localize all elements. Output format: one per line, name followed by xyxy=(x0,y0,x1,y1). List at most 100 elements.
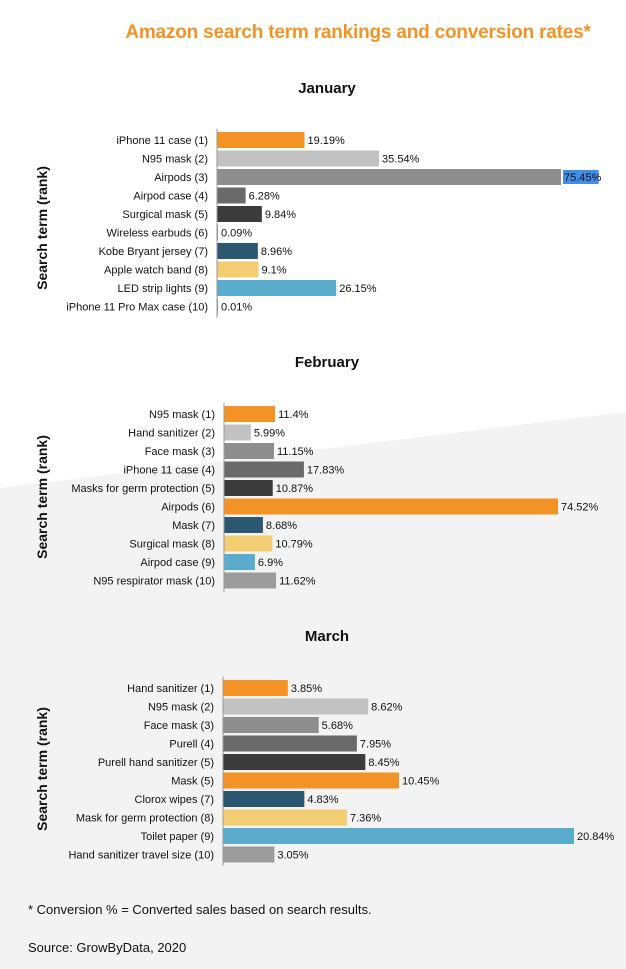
category-label: N95 mask (2) xyxy=(148,702,214,714)
data-label: 8.68% xyxy=(266,520,297,532)
data-label: 6.28% xyxy=(249,191,280,203)
category-label: Surgical mask (8) xyxy=(129,539,215,551)
label-highlight xyxy=(563,170,599,184)
bar xyxy=(217,132,305,148)
category-label: Purell (4) xyxy=(169,739,214,751)
data-label: 3.85% xyxy=(291,683,322,695)
bar xyxy=(224,517,263,533)
data-label: 9.84% xyxy=(265,209,296,221)
category-label: iPhone 11 Pro Max case (10) xyxy=(66,302,208,314)
data-label: 17.83% xyxy=(307,465,345,477)
bar xyxy=(223,791,305,807)
chart-title: January xyxy=(298,80,356,97)
data-label: 8.62% xyxy=(371,702,402,714)
bar xyxy=(223,680,288,696)
data-label: 26.15% xyxy=(339,283,377,295)
data-label: 8.96% xyxy=(261,246,292,258)
bar xyxy=(217,150,380,167)
data-label: 75.45% xyxy=(564,172,602,184)
bar xyxy=(223,772,400,789)
footnote: * Conversion % = Converted sales based o… xyxy=(28,902,372,917)
data-label: 9.1% xyxy=(261,265,286,277)
data-label: 10.79% xyxy=(275,539,313,551)
february-chart: February Search term (rank) N95 mask (1)… xyxy=(0,354,626,604)
category-label: Clorox wipes (7) xyxy=(135,794,214,806)
bar xyxy=(224,554,255,570)
bar xyxy=(223,698,369,715)
category-label: Mask (5) xyxy=(171,776,214,788)
march-chart-svg: Hand sanitizer (1) 3.85% N95 mask (2) 8.62%… xyxy=(68,676,615,866)
category-label: N95 respirator mask (10) xyxy=(93,576,215,588)
category-label: Kobe Bryant jersey (7) xyxy=(99,246,208,258)
bar xyxy=(217,261,259,278)
data-label: 8.45% xyxy=(368,757,399,769)
category-label: Airpods (3) xyxy=(154,172,208,184)
category-label: N95 mask (1) xyxy=(149,409,215,421)
category-label: Masks for germ protection (5) xyxy=(71,483,215,495)
data-label: 7.36% xyxy=(350,813,381,825)
data-label: 74.52% xyxy=(561,502,599,514)
source-note: Source: GrowByData, 2020 xyxy=(28,940,187,955)
data-label: 6.9% xyxy=(258,557,283,569)
bar xyxy=(224,443,274,459)
category-label: Mask for germ protection (8) xyxy=(76,813,214,825)
data-label: 3.05% xyxy=(277,850,308,862)
data-label: 5.99% xyxy=(254,428,285,440)
data-label: 5.68% xyxy=(322,720,353,732)
page-title: Amazon search term rankings and conversi… xyxy=(125,22,591,43)
bar xyxy=(223,717,319,733)
category-label: Airpods (6) xyxy=(161,502,215,514)
chart-title: March xyxy=(304,628,350,645)
data-label: 10.87% xyxy=(276,483,314,495)
category-label: iPhone 11 case (1) xyxy=(116,135,208,147)
bar xyxy=(223,754,366,770)
data-label: 19.19% xyxy=(307,135,345,147)
bar xyxy=(223,809,347,826)
data-label: 11.62% xyxy=(279,576,316,588)
data-label: 0.01% xyxy=(221,302,252,314)
category-label: Surgical mask (5) xyxy=(122,209,208,221)
category-label: Hand sanitizer travel size (10) xyxy=(68,850,214,862)
data-label: 20.84% xyxy=(577,831,615,843)
data-label: 11.15% xyxy=(277,446,314,458)
february-chart-svg: N95 mask (1) 11.4% Hand sanitizer (2) 5.99%… xyxy=(71,402,599,592)
january-chart-svg: iPhone 11 case (1) 19.19% N95 mask (2) 35.5… xyxy=(66,128,602,318)
bar xyxy=(223,828,574,844)
category-label: Hand sanitizer (2) xyxy=(128,428,215,440)
bar xyxy=(223,735,357,752)
category-label: Airpod case (9) xyxy=(140,557,215,569)
bar xyxy=(217,187,246,204)
bar xyxy=(217,206,262,222)
category-label: N95 mask (2) xyxy=(142,154,208,166)
data-label: 11.4% xyxy=(278,409,309,421)
bar xyxy=(217,280,337,296)
category-label: Purell hand sanitizer (5) xyxy=(98,757,214,769)
chart-title: February xyxy=(294,354,360,371)
bar xyxy=(224,535,273,552)
data-label: 10.45% xyxy=(402,776,440,788)
march-chart: March Search term (rank) Hand sanitizer … xyxy=(0,628,626,878)
category-label: Airpod case (4) xyxy=(133,191,208,203)
data-label: 7.95% xyxy=(360,739,391,751)
category-label: Mask (7) xyxy=(172,520,215,532)
january-chart: January Search term (rank) iPhone 11 cas… xyxy=(0,80,626,330)
category-label: Face mask (3) xyxy=(144,720,214,732)
data-label: 35.54% xyxy=(382,154,420,166)
category-label: Hand sanitizer (1) xyxy=(127,683,214,695)
data-label: 0.09% xyxy=(221,228,252,240)
bar xyxy=(217,243,258,259)
bar xyxy=(217,169,561,185)
bar xyxy=(224,424,251,441)
bar xyxy=(223,846,275,863)
bar xyxy=(224,498,558,515)
bar xyxy=(224,461,304,478)
data-label: 4.83% xyxy=(307,794,338,806)
bar xyxy=(224,406,276,422)
category-label: Apple watch band (8) xyxy=(104,265,208,277)
category-label: Wireless earbuds (6) xyxy=(107,228,208,240)
category-label: LED strip lights (9) xyxy=(118,283,208,295)
bar xyxy=(224,572,277,589)
category-label: Face mask (3) xyxy=(145,446,215,458)
category-label: Toilet paper (9) xyxy=(141,831,214,843)
bar xyxy=(224,480,273,496)
